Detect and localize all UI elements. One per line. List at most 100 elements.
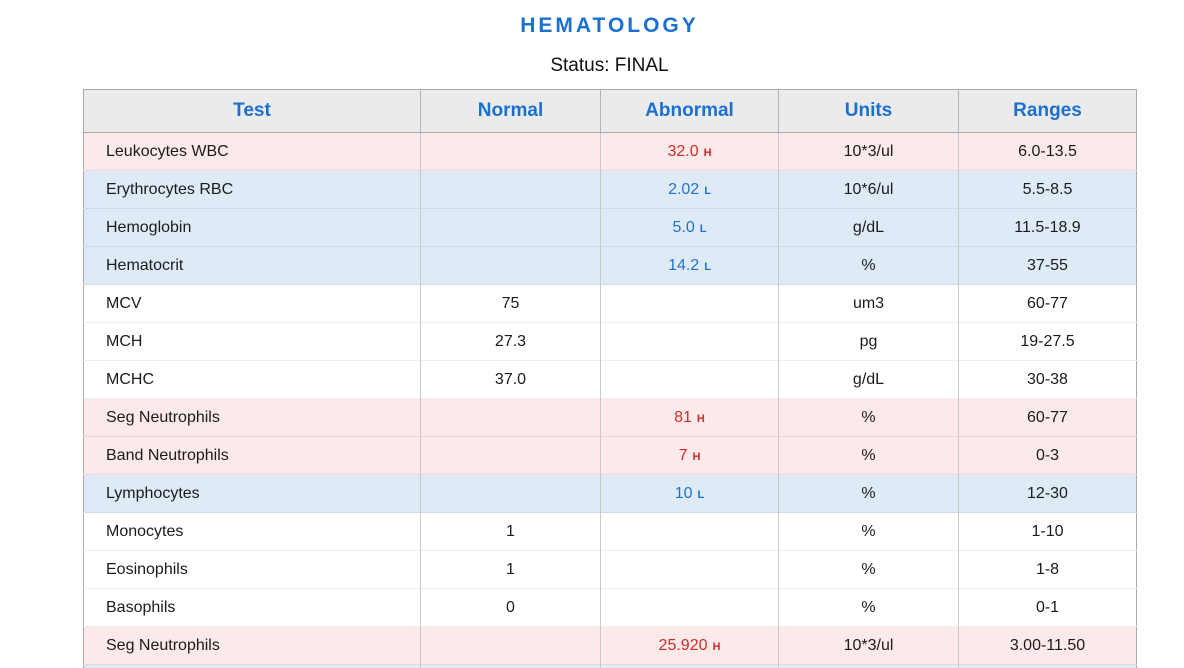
cell-abnormal (600, 322, 779, 361)
table-row (83, 664, 1137, 668)
column-header-ranges: Ranges (958, 89, 1137, 133)
cell-ranges: 1-8 (958, 550, 1137, 589)
table-row: Monocytes 1% 1-10 (83, 512, 1137, 551)
cell-units: g/dL (778, 360, 959, 399)
cell-abnormal (600, 284, 779, 323)
cell-normal: 37.0 (420, 360, 601, 399)
cell-abnormal: 2.02 L (600, 170, 779, 209)
table-row: Basophils 0% 0-1 (83, 588, 1137, 627)
abnormal-value: 5.0 (672, 218, 695, 236)
abnormal-value: 2.02 (668, 180, 700, 198)
cell-normal: 0 (420, 588, 601, 627)
cell-abnormal: 81 H (600, 398, 779, 437)
cell-ranges (958, 664, 1137, 668)
cell-ranges: 60-77 (958, 398, 1137, 437)
cell-units: % (778, 436, 959, 475)
abnormal-value: 14.2 (668, 256, 700, 274)
column-header-test: Test (83, 89, 421, 133)
cell-test: Erythrocytes RBC (83, 170, 421, 209)
table-row: Eosinophils 1% 1-8 (83, 550, 1137, 589)
abnormal-flag: L (697, 488, 705, 501)
cell-ranges: 3.00-11.50 (958, 626, 1137, 665)
cell-abnormal (600, 550, 779, 589)
cell-test: MCHC (83, 360, 421, 399)
abnormal-value: 81 (674, 408, 692, 426)
table-row: Seg Neutrophils 25.920 H 10*3/ul 3.00-11.50 (83, 626, 1137, 665)
table-row: Lymphocytes 10 L% 12-30 (83, 474, 1137, 513)
cell-units: % (778, 588, 959, 627)
cell-normal (420, 170, 601, 209)
cell-test: Eosinophils (83, 550, 421, 589)
table-row: MCV 75 um3 60-77 (83, 284, 1137, 323)
table-row: Erythrocytes RBC 2.02 L 10*6/ul 5.5-8.5 (83, 170, 1137, 209)
cell-test: Band Neutrophils (83, 436, 421, 475)
hematology-results-table: Test Normal Abnormal Units Ranges Leukoc… (83, 89, 1137, 668)
cell-units: pg (778, 322, 959, 361)
cell-units: % (778, 550, 959, 589)
table-row: Seg Neutrophils 81 H% 60-77 (83, 398, 1137, 437)
cell-normal: 1 (420, 550, 601, 589)
table-row: Leukocytes WBC 32.0 H 10*3/ul 6.0-13.5 (83, 132, 1137, 171)
cell-normal (420, 474, 601, 513)
cell-test: Seg Neutrophils (83, 626, 421, 665)
abnormal-value: 10 (674, 484, 693, 502)
cell-units: % (778, 512, 959, 551)
cell-normal (420, 664, 601, 668)
cell-abnormal (600, 360, 779, 399)
status-text: Status: FINAL (550, 55, 669, 76)
cell-test: Monocytes (83, 512, 421, 551)
cell-test: MCH (83, 322, 421, 361)
cell-ranges: 19-27.5 (958, 322, 1137, 361)
column-header-abnormal: Abnormal (600, 89, 779, 133)
cell-test: Lymphocytes (83, 474, 421, 513)
cell-abnormal: 10 L (600, 474, 779, 513)
abnormal-flag: H (692, 450, 701, 463)
cell-ranges: 30-38 (958, 360, 1137, 399)
abnormal-flag: L (699, 222, 707, 235)
cell-test (83, 664, 421, 668)
cell-units (778, 664, 959, 668)
cell-abnormal: 25.920 H (600, 626, 779, 665)
cell-test: Seg Neutrophils (83, 398, 421, 437)
cell-abnormal (600, 512, 779, 551)
table-header-row: Test Normal Abnormal Units Ranges (83, 89, 1137, 133)
cell-test: MCV (83, 284, 421, 323)
cell-ranges: 12-30 (958, 474, 1137, 513)
cell-units: % (778, 246, 959, 285)
cell-normal (420, 208, 601, 247)
table-row: MCH 27.3 pg 19-27.5 (83, 322, 1137, 361)
abnormal-flag: H (696, 412, 705, 425)
column-header-normal: Normal (420, 89, 601, 133)
cell-normal (420, 246, 601, 285)
cell-ranges: 60-77 (958, 284, 1137, 323)
cell-abnormal (600, 664, 779, 668)
cell-units: um3 (778, 284, 959, 323)
cell-units: % (778, 398, 959, 437)
cell-normal (420, 398, 601, 437)
column-header-units: Units (778, 89, 959, 133)
cell-abnormal: 5.0 L (600, 208, 779, 247)
cell-test: Leukocytes WBC (83, 132, 421, 171)
cell-ranges: 1-10 (958, 512, 1137, 551)
abnormal-value: 25.920 (658, 636, 708, 654)
abnormal-value: 7 (678, 446, 688, 464)
page-title: HEMATOLOGY (520, 14, 699, 37)
cell-test: Hemoglobin (83, 208, 421, 247)
cell-abnormal: 14.2 L (600, 246, 779, 285)
cell-test: Basophils (83, 588, 421, 627)
cell-abnormal (600, 588, 779, 627)
cell-ranges: 0-3 (958, 436, 1137, 475)
cell-normal (420, 132, 601, 171)
cell-ranges: 37-55 (958, 246, 1137, 285)
cell-ranges: 6.0-13.5 (958, 132, 1137, 171)
cell-normal: 75 (420, 284, 601, 323)
cell-abnormal: 32.0 H (600, 132, 779, 171)
table-row: MCHC 37.0 g/dL 30-38 (83, 360, 1137, 399)
table-row: Hematocrit 14.2 L% 37-55 (83, 246, 1137, 285)
cell-units: g/dL (778, 208, 959, 247)
table-body: Leukocytes WBC 32.0 H 10*3/ul 6.0-13.5 Erythr… (83, 132, 1137, 668)
abnormal-flag: L (704, 260, 711, 273)
cell-units: 10*3/ul (778, 132, 959, 171)
